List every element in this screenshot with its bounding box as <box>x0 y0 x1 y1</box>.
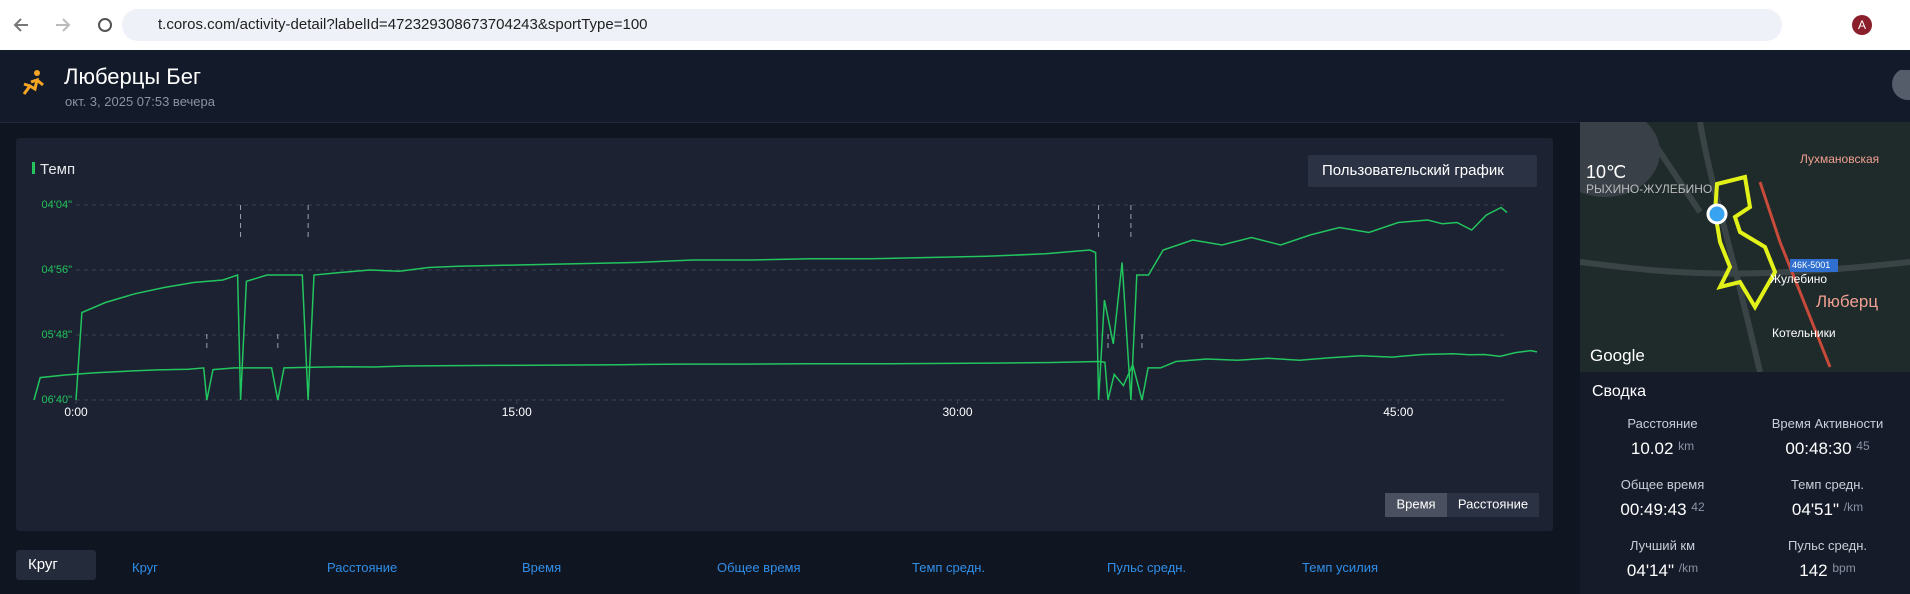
map-label: Лухмановская <box>1800 152 1880 166</box>
chart: Темп Пользовательский график Время Расст… <box>32 155 1539 517</box>
lap-column-header[interactable]: Круг <box>132 560 158 575</box>
chart-panel: Темп Пользовательский график Время Расст… <box>16 138 1553 531</box>
stat-label: Время Активности <box>1771 416 1884 431</box>
stat-label: Темп средн. <box>1790 477 1865 492</box>
laps-header: Круг Круг Расстояние Время Общее время Темп … <box>16 548 1553 594</box>
lap-column-header[interactable]: Общее время <box>717 560 801 575</box>
y-tick-label: 05'48" <box>42 329 73 341</box>
toggle-distance-label[interactable]: Расстояние <box>1458 496 1528 511</box>
url-bar[interactable]: t.coros.com/activity-detail?labelId=4723… <box>122 9 1782 41</box>
stat-unit: 42 <box>1691 500 1705 514</box>
summary-title: Сводка <box>1592 383 1647 400</box>
user-icon[interactable] <box>1890 70 1910 100</box>
map-label: 46К-5001 <box>1792 260 1831 270</box>
stat-number: 00:48:30 <box>1785 439 1852 458</box>
toggle-distance[interactable] <box>1447 493 1539 517</box>
map-label: РЫХИНО-ЖУЛЕБИНО <box>1586 182 1713 196</box>
y-tick-label: 04'56" <box>42 264 73 276</box>
stat-unit: km <box>1678 439 1695 453</box>
stat-unit: bpm <box>1832 561 1856 575</box>
pace-line <box>75 206 1508 401</box>
legend-swatch <box>32 162 35 174</box>
stat-value: 10.02 km <box>1580 439 1745 459</box>
stat-value: 04'51" /km <box>1745 500 1910 520</box>
map-label: Жулебино <box>1770 272 1828 286</box>
stat-label: Общее время <box>1620 477 1705 492</box>
stat-value: 00:48:30 45 <box>1745 439 1910 459</box>
lap-selector[interactable]: Круг <box>16 550 96 580</box>
summary-stat: Темп средн. 04'51" /km <box>1745 477 1910 520</box>
stat-label: Лучший км <box>1629 538 1696 553</box>
map-layer <box>1580 122 1910 372</box>
lap-column-header[interactable]: Время <box>522 560 562 575</box>
activity-date: окт. 3, 2025 07:53 вечера <box>65 94 215 109</box>
summary-stat: Пульс средн. 142 bpm <box>1745 538 1910 581</box>
y-tick-label: 06'40" <box>42 394 73 406</box>
summary-stat: Расстояние 10.02 km <box>1580 416 1745 459</box>
stat-number: 04'51" <box>1791 500 1840 519</box>
nav-buttons[interactable] <box>12 14 112 36</box>
y-tick-label: 04'04" <box>42 199 73 211</box>
x-tick-label: 45:00 <box>1383 405 1413 419</box>
lap-column-header[interactable]: Темп средн. <box>912 560 986 575</box>
summary-stat: Лучший км 04'14" /km <box>1580 538 1745 581</box>
chart-dropdown[interactable] <box>1308 155 1537 187</box>
stat-unit: /km <box>1678 561 1699 575</box>
lap-column-header[interactable]: Пульс средн. <box>1107 560 1187 575</box>
summary-panel: Сводка Расстояние 10.02 km Время Активност… <box>1580 372 1910 594</box>
pace-line <box>33 349 1538 401</box>
legend-label: Темп <box>40 161 75 178</box>
summary-stat: Время Активности 00:48:30 45 <box>1745 416 1910 459</box>
dropdown-label[interactable]: Пользовательский график <box>1322 162 1504 179</box>
x-tick-label: 15:00 <box>502 405 532 419</box>
stat-unit: /km <box>1843 500 1864 514</box>
lap-column-header[interactable]: Расстояние <box>327 560 398 575</box>
summary-stat: Общее время 00:49:43 42 <box>1580 477 1745 520</box>
stat-number: 00:49:43 <box>1620 500 1687 519</box>
stat-number: 10.02 <box>1630 439 1674 458</box>
stat-unit: 45 <box>1856 439 1870 453</box>
activity-header <box>0 50 1910 123</box>
run-icon <box>22 70 44 95</box>
toggle-time-label[interactable]: Время <box>1396 496 1435 511</box>
map-label: Котельники <box>1772 326 1836 340</box>
stat-value: 00:49:43 42 <box>1580 500 1745 520</box>
temperature: 10℃ <box>1586 162 1627 182</box>
x-tick-label: 30:00 <box>943 405 973 419</box>
stat-label: Расстояние <box>1627 416 1698 431</box>
route-map[interactable]: 10℃ Лухмановская РЫХИНО-ЖУЛЕБИНО 46К-500… <box>1580 122 1910 372</box>
stat-number: 142 <box>1799 561 1828 580</box>
browser-bar: t.coros.com/activity-detail?labelId=4723… <box>0 0 1910 50</box>
stat-value: 04'14" /km <box>1580 561 1745 581</box>
stat-number: 04'14" <box>1626 561 1675 580</box>
stat-label: Пульс средн. <box>1787 538 1868 553</box>
lap-column-header[interactable]: Темп усилия <box>1302 560 1379 575</box>
activity-title[interactable]: Люберцы Бег <box>64 64 201 89</box>
x-tick-label: 0:00 <box>64 405 88 419</box>
stat-value: 142 bpm <box>1745 561 1910 581</box>
map-label: Люберц <box>1816 292 1879 311</box>
toggle-time[interactable] <box>1385 493 1447 517</box>
map-attribution: Google <box>1590 346 1645 365</box>
profile-avatar[interactable]: A <box>1852 15 1872 35</box>
